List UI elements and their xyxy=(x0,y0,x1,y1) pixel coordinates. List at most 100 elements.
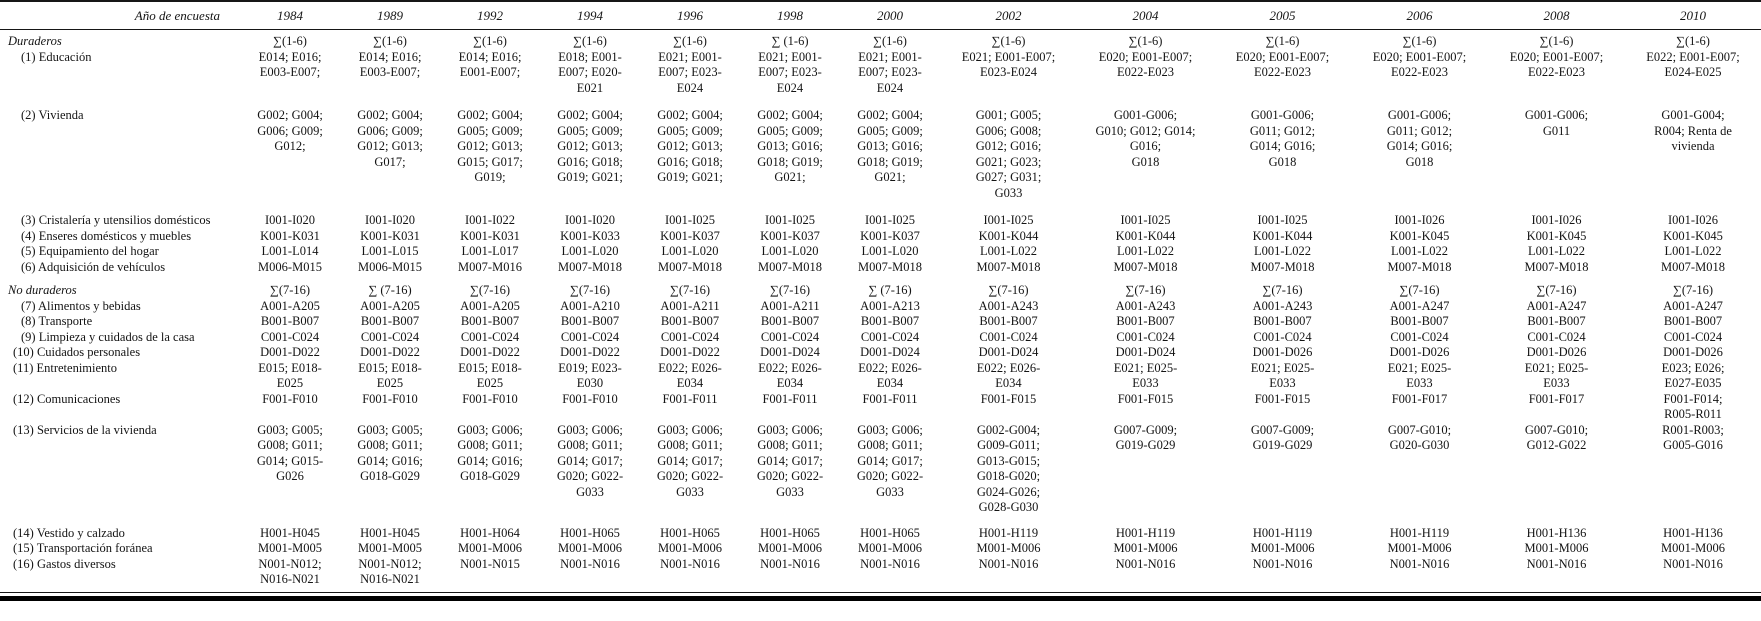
data-cell: G003; G006; G008; G011; G014; G017; G020… xyxy=(856,422,924,499)
data-cell: G003; G005; G008; G011; G014; G015- G026 xyxy=(256,422,324,484)
data-cell: F001-F011 xyxy=(662,391,718,406)
data-cell: G002; G004; G005; G009; G013; G016; G018… xyxy=(757,108,823,184)
data-cell: A001-A205 xyxy=(360,298,420,313)
data-cell: G003; G006; G008; G011; G014; G017; G020… xyxy=(656,422,724,499)
data-cell: G007-G010; G020-G030 xyxy=(1387,422,1452,453)
data-cell: E015; E018- E025 xyxy=(358,360,422,391)
data-cell: N001-N016 xyxy=(1663,556,1723,571)
data-cell: ∑ (7-16) xyxy=(868,283,912,297)
data-cell: N001-N016 xyxy=(760,556,820,571)
data-cell: B001-B007 xyxy=(1527,314,1586,328)
data-cell: I001-I025 xyxy=(983,213,1034,227)
row-label: (7) Alimentos y bebidas xyxy=(21,298,141,313)
data-cell: ∑(1-6) xyxy=(873,34,907,48)
data-cell: F001-F010 xyxy=(362,391,418,406)
table-row: (2) Vivienda G002; G004; G006; G009; G012… xyxy=(0,96,1761,201)
data-cell: H001-H045 xyxy=(260,525,320,540)
data-cell: B001-B007 xyxy=(360,314,420,328)
year-header-1989: 1989 xyxy=(340,1,440,30)
data-cell: A001-A247 xyxy=(1389,298,1450,313)
row-label: (5) Equipamiento del hogar xyxy=(21,244,159,258)
data-cell: F001-F011 xyxy=(862,391,918,406)
data-cell: M007-M018 xyxy=(1250,259,1315,274)
data-cell: I001-I026 xyxy=(1531,213,1582,227)
data-cell: ∑(1-6) xyxy=(573,34,607,48)
data-cell: F001-F015 xyxy=(980,391,1037,406)
data-cell: D001-D022 xyxy=(260,345,320,359)
data-cell: ∑(7-16) xyxy=(1672,283,1714,297)
data-cell: N001-N016 xyxy=(1252,556,1313,571)
data-cell: B001-B007 xyxy=(979,314,1038,328)
data-cell: G007-G009; G019-G029 xyxy=(1113,422,1178,453)
data-cell: H001-H119 xyxy=(1389,525,1450,540)
data-cell: L001-L020 xyxy=(561,244,619,258)
data-cell: ∑(7-16) xyxy=(1399,283,1440,297)
data-cell: D001-D022 xyxy=(660,345,720,359)
data-cell: M007-M018 xyxy=(1661,259,1725,274)
data-cell: G002; G004; G006; G009; G012; xyxy=(257,108,323,153)
data-cell: E015; E018- E025 xyxy=(458,360,522,391)
data-cell: M007-M018 xyxy=(658,259,722,274)
data-cell: F001-F011 xyxy=(762,391,818,406)
year-header-1994: 1994 xyxy=(540,1,640,30)
data-cell: E014; E016; E003-E007; xyxy=(258,49,322,80)
data-cell: K001-K037 xyxy=(860,228,920,243)
data-cell: C001-C024 xyxy=(860,329,920,344)
data-cell: B001-B007 xyxy=(760,314,820,328)
data-cell: D001-D024 xyxy=(978,345,1039,359)
table-row: (8) Transporte B001-B007 B001-B007 B001-B00… xyxy=(0,314,1761,330)
table-row: (1) Educación E014; E016; E003-E007; E014;… xyxy=(0,50,1761,97)
data-cell: N001-N015 xyxy=(460,556,520,571)
group-row: Duraderos ∑(1-6) ∑(1-6) ∑(1-6) ∑(1-6) ∑(1-6) ∑… xyxy=(0,30,1761,50)
data-cell: N001-N016 xyxy=(1389,556,1450,571)
data-cell: M001-M006 xyxy=(1661,541,1725,555)
data-cell: A001-A211 xyxy=(660,298,720,313)
data-cell: ∑(7-16) xyxy=(769,283,811,297)
row-label: (14) Vestido y calzado xyxy=(13,525,125,540)
data-cell: E020; E001-E007; E022-E023 xyxy=(1098,49,1193,80)
data-cell: ∑(1-6) xyxy=(1539,34,1574,48)
table-row: (9) Limpieza y cuidados de la casa C001-C… xyxy=(0,330,1761,346)
data-cell: K001-K045 xyxy=(1389,228,1450,243)
data-cell: F001-F015 xyxy=(1117,391,1174,406)
data-cell: E015; E018- E025 xyxy=(258,360,322,391)
data-cell: G002; G004; G006; G009; G012; G013; G017… xyxy=(357,108,423,169)
expenditure-item-mapping-table: Año de encuesta 1984 1989 1992 1994 1996 1998… xyxy=(0,0,1761,587)
row-label: (2) Vivienda xyxy=(21,108,84,122)
year-header-1984: 1984 xyxy=(240,1,340,30)
data-cell: A001-A213 xyxy=(860,298,920,313)
data-cell: K001-K044 xyxy=(1115,228,1176,243)
table-row: (15) Transportación foránea M001-M005 M001… xyxy=(0,541,1761,557)
data-cell: F001-F015 xyxy=(1254,391,1311,406)
data-cell: N001-N016 xyxy=(1526,556,1587,571)
data-cell: E014; E016; E003-E007; xyxy=(358,49,422,80)
data-cell: K001-K033 xyxy=(560,228,620,243)
year-header-2006: 2006 xyxy=(1351,1,1488,30)
data-cell: E023; E026; E027-E035 xyxy=(1661,360,1725,391)
data-cell: ∑ (7-16) xyxy=(368,283,412,297)
data-cell: ∑(1-6) xyxy=(273,34,307,48)
data-cell: ∑(7-16) xyxy=(1262,283,1303,297)
data-cell: H001-H136 xyxy=(1663,525,1723,540)
data-cell: M001-M006 xyxy=(858,541,922,555)
table-row: (10) Cuidados personales D001-D022 D001-D0… xyxy=(0,345,1761,361)
data-cell: D001-D024 xyxy=(860,345,920,359)
data-cell: E021; E025- E033 xyxy=(1250,360,1315,391)
data-cell: H001-H136 xyxy=(1526,525,1587,540)
data-cell: M007-M018 xyxy=(1524,259,1589,274)
data-cell: M007-M018 xyxy=(858,259,922,274)
data-cell: D001-D026 xyxy=(1526,345,1587,359)
data-cell: L001-L022 xyxy=(1117,244,1174,258)
data-cell: N001-N012; N016-N021 xyxy=(358,556,422,587)
year-header-2000: 2000 xyxy=(840,1,940,30)
data-cell: L001-L022 xyxy=(1664,244,1722,258)
data-cell: ∑(7-16) xyxy=(569,283,611,297)
data-cell: C001-C024 xyxy=(1116,329,1175,344)
data-cell: F001-F017 xyxy=(1528,391,1585,406)
data-cell: H001-H065 xyxy=(860,525,920,540)
row-label: (3) Cristalería y utensilios domésticos xyxy=(21,213,211,227)
data-cell: G002; G004; G005; G009; G012; G013; G016… xyxy=(657,108,723,184)
data-cell: L001-L020 xyxy=(861,244,919,258)
data-cell: G007-G010; G012-G022 xyxy=(1524,422,1589,453)
data-cell: E021; E025- E033 xyxy=(1524,360,1589,391)
